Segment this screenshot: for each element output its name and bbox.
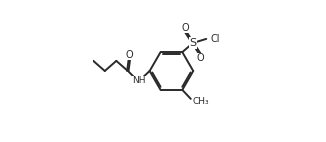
Text: O: O	[126, 50, 133, 60]
Text: Cl: Cl	[210, 34, 219, 44]
Text: O: O	[181, 23, 189, 33]
Text: NH: NH	[132, 76, 146, 85]
Text: S: S	[189, 38, 197, 48]
Text: CH₃: CH₃	[193, 97, 210, 106]
Text: O: O	[197, 53, 204, 63]
